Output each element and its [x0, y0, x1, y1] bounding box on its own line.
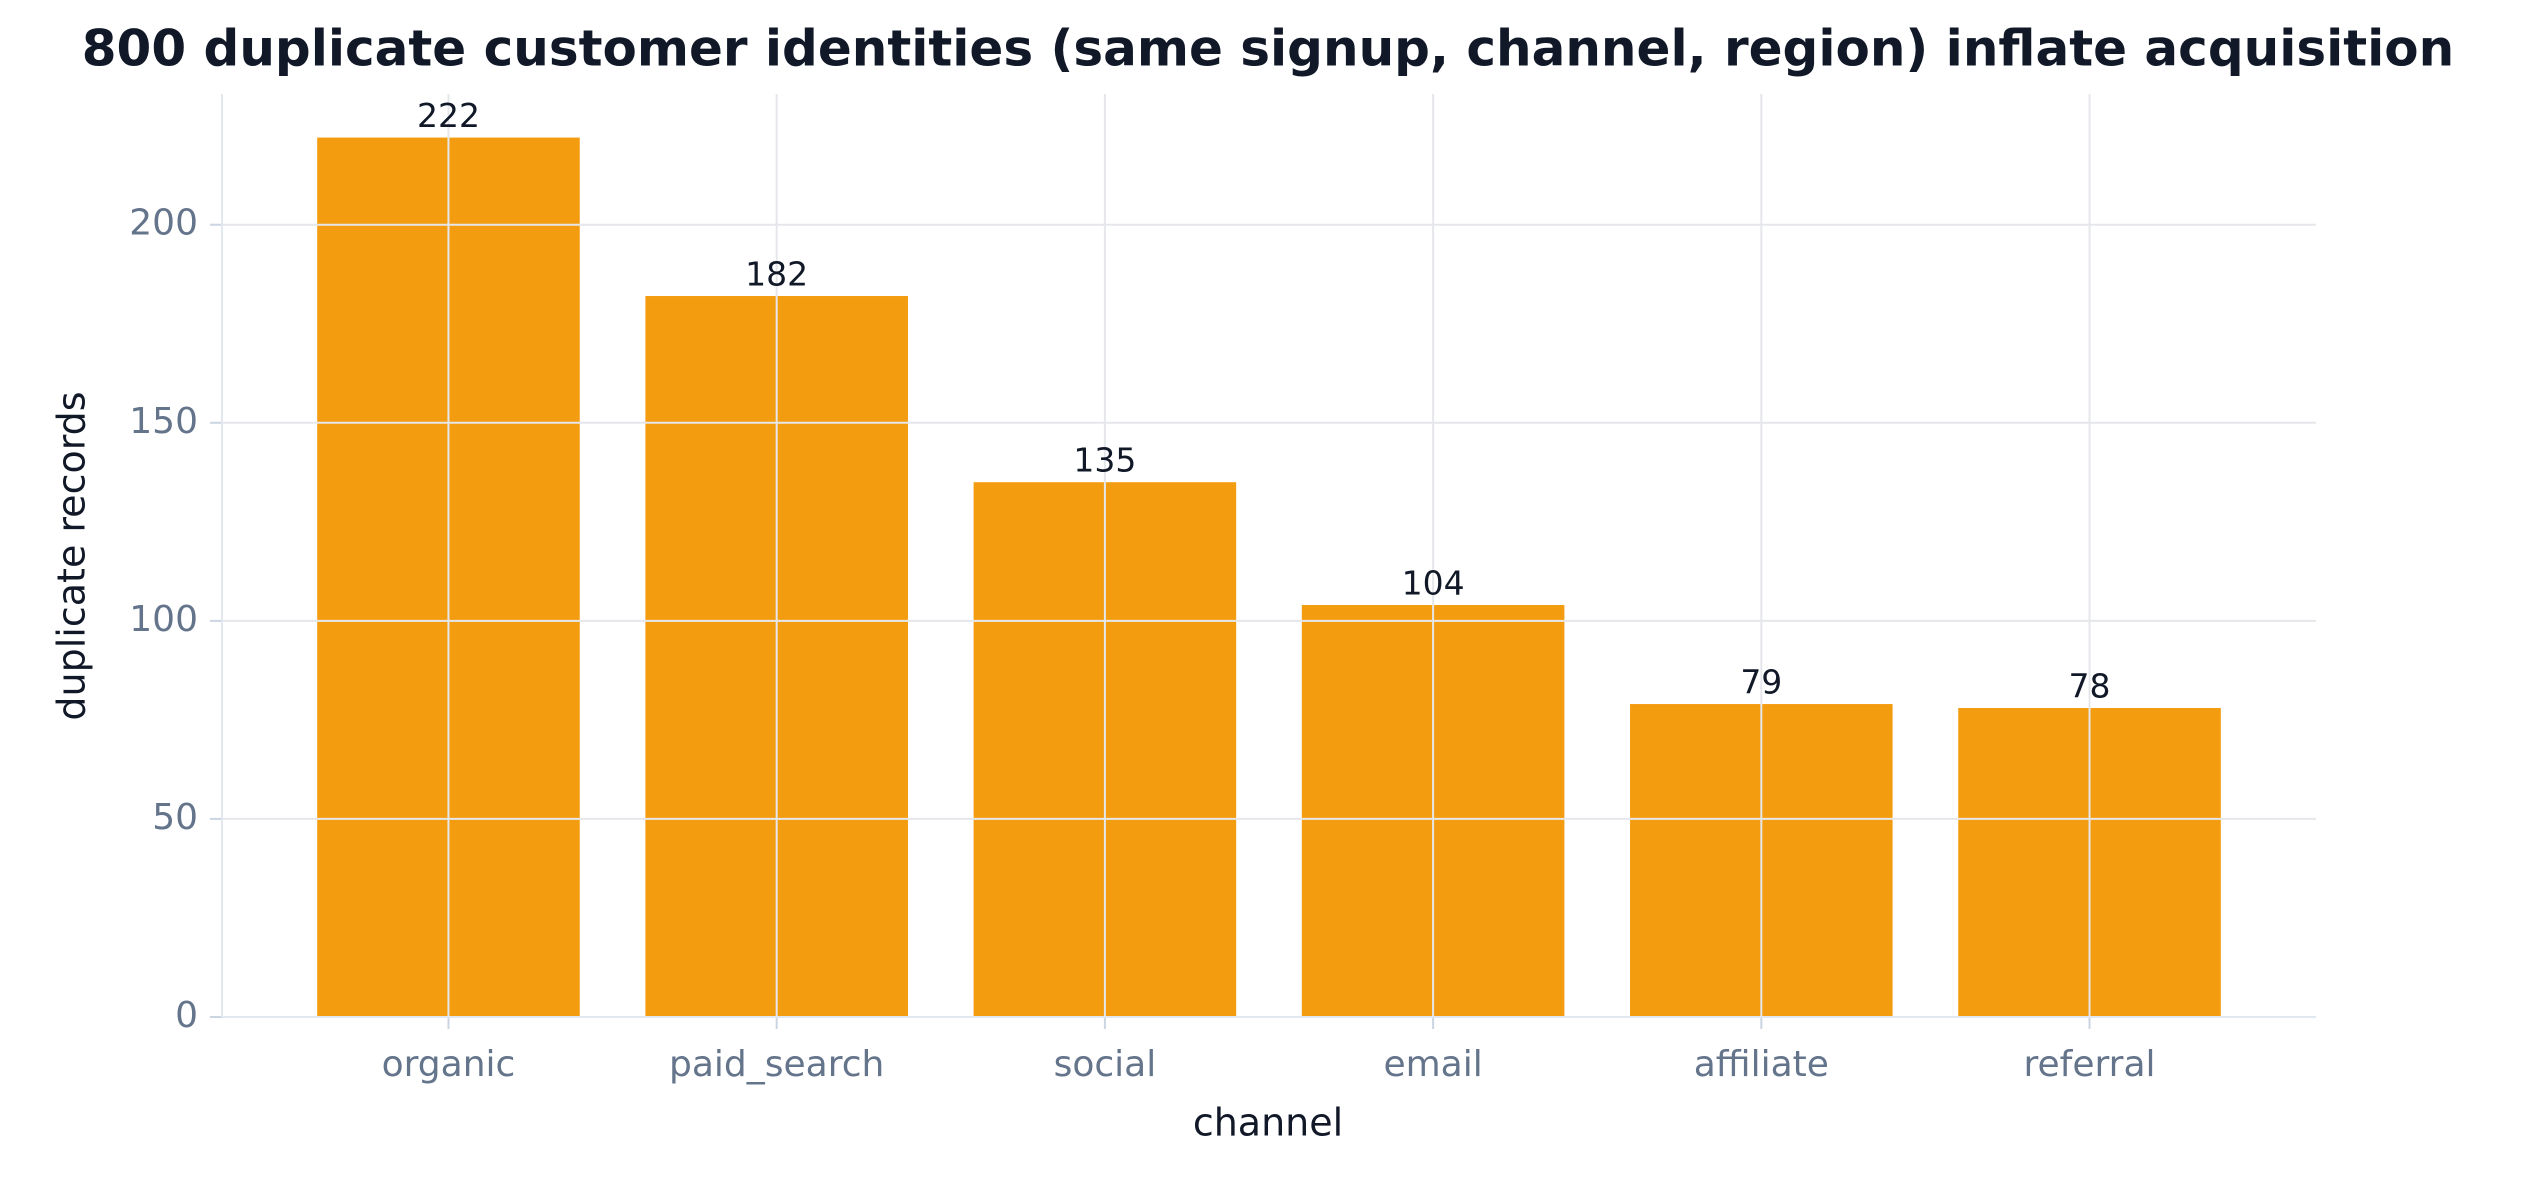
x-tick-label: affiliate [1694, 1044, 1829, 1085]
data-label: 222 [417, 96, 480, 135]
x-axis-label: channel [1193, 1101, 1343, 1145]
data-label: 135 [1073, 441, 1136, 480]
y-tick-label: 50 [152, 797, 198, 838]
data-label: 104 [1402, 564, 1465, 603]
data-label: 78 [2069, 667, 2111, 706]
x-tick-label: social [1054, 1044, 1157, 1085]
x-tick-label: referral [2024, 1044, 2156, 1085]
y-tick-label: 150 [129, 401, 198, 442]
data-label: 182 [745, 255, 808, 294]
x-tick-label: paid_search [669, 1044, 884, 1085]
chart-title: 800 duplicate customer identities (same … [82, 20, 2454, 78]
y-tick-label: 200 [129, 203, 198, 244]
y-tick-label: 100 [129, 599, 198, 640]
y-tick-label: 0 [175, 995, 198, 1036]
y-axis-label: duplicate records [50, 391, 94, 720]
x-tick-label: organic [382, 1044, 516, 1085]
x-tick-label: email [1383, 1044, 1482, 1085]
data-label: 79 [1740, 663, 1782, 702]
